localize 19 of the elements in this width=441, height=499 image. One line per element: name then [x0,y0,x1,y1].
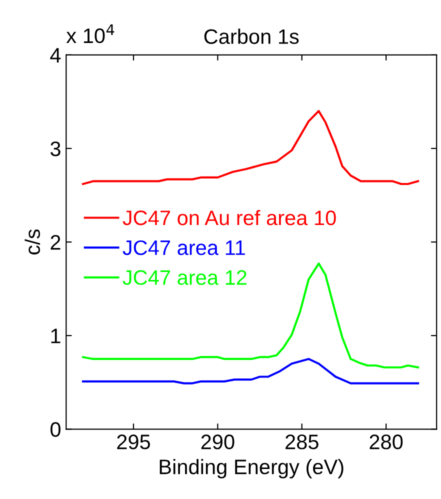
line-series [82,358,420,384]
x-tick-label: 290 [201,434,234,450]
x-tick-label: 295 [117,434,150,450]
legend-label: JC47 area 11 [122,240,245,256]
y-tick-label: 4 [50,48,61,62]
line-series [82,262,420,368]
y-axis-title: c/s [24,229,40,254]
legend-label: JC47 area 12 [122,270,246,285]
line-series [82,110,420,186]
y-tick-label: 2 [50,235,60,250]
y-tick-label: 3 [50,141,60,156]
chart-title: Carbon 1s [204,28,299,44]
y-tick-label: 0 [50,422,60,437]
x-tick-label: 285 [286,434,318,450]
x-axis-title: Binding Energy (eV) [160,458,344,478]
legend-label: JC47 on Au ref area 10 [122,210,336,226]
text: x 10$^{4}$ [66,24,114,44]
x-tick-label: 280 [370,434,403,450]
y-tick-label: 1 [51,328,60,344]
